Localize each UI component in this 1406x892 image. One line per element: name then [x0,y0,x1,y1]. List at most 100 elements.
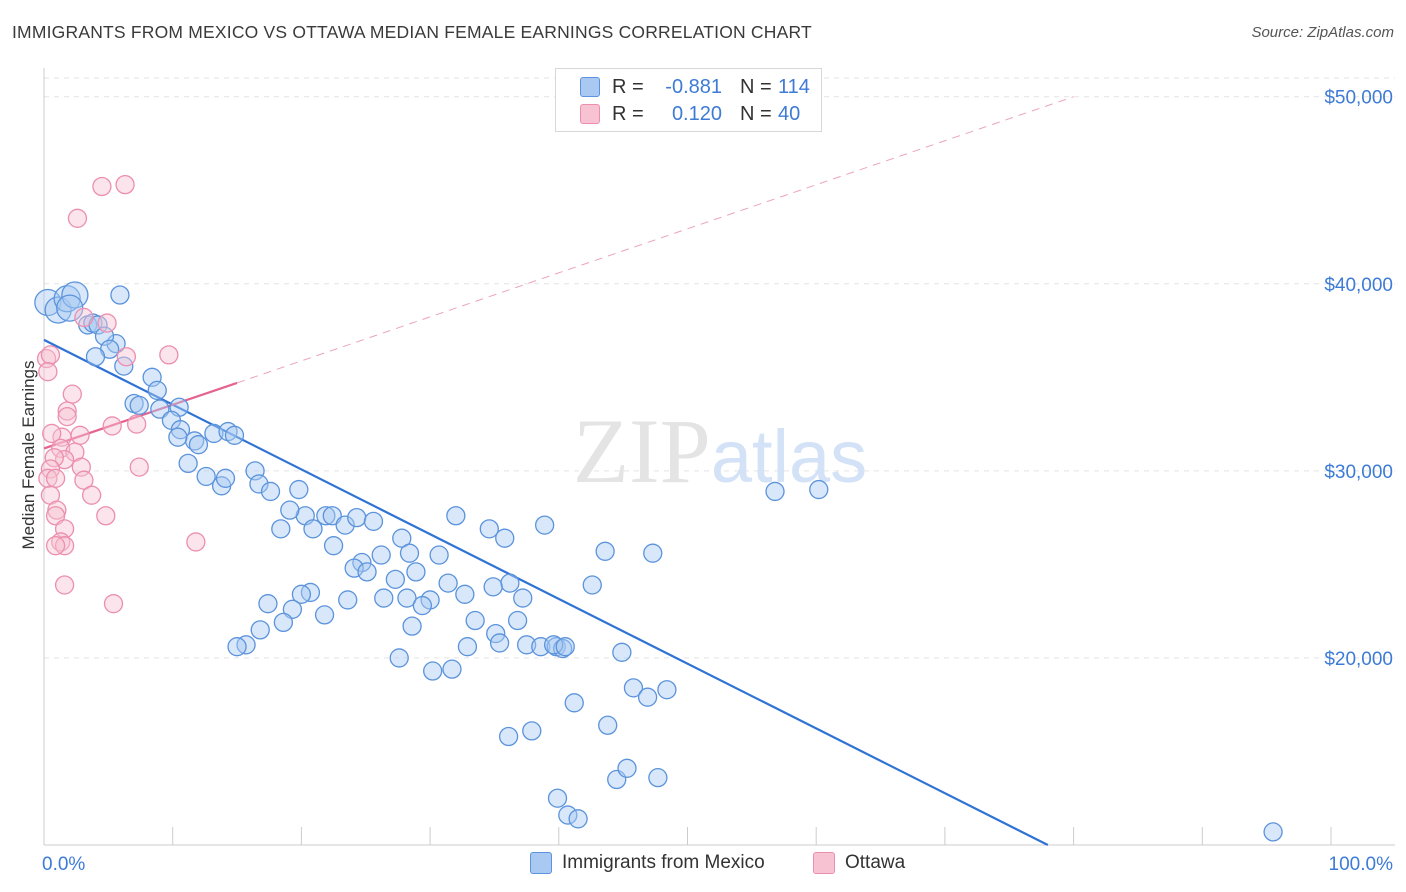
point-ottawa [42,423,62,444]
point-ottawa [96,506,116,526]
point-mexico [402,616,422,636]
point-mexico [558,805,578,825]
point-mexico [147,380,167,401]
point-mexico [465,610,485,631]
point-mexico [363,511,384,532]
point-ottawa [45,468,66,488]
point-mexico [483,577,503,597]
point-mexico [227,637,247,657]
point-mexico [582,575,602,595]
y-tick-label: $50,000 [1324,88,1393,109]
point-mexico [374,588,394,608]
point-mexico [316,506,336,526]
y-tick-label: $20,000 [1324,649,1393,670]
bottom-legend-ottawa: Ottawa [813,852,905,874]
point-mexico [168,427,188,447]
legend-swatch-pink [580,104,600,124]
point-mexico [282,599,303,619]
point-mexico [129,395,149,416]
point-mexico [516,635,537,655]
point-ottawa [70,425,90,445]
point-ottawa [74,307,94,328]
point-mexico [617,758,637,778]
x-tick-label: 0.0% [42,854,85,875]
point-mexico [110,285,130,305]
point-mexico [289,479,309,500]
point-ottawa [57,401,77,421]
y-tick-label: $30,000 [1324,462,1393,483]
legend-label-mexico: Immigrants from Mexico [562,852,765,873]
point-ottawa [97,313,117,333]
point-mexico [280,500,300,520]
legend-n-value: 114 [778,75,810,98]
point-mexico [389,648,409,668]
legend-r-value: 0.120 [671,102,722,125]
legend-swatch-blue [580,77,600,97]
point-mexico [623,678,644,698]
point-mexico [442,659,462,679]
point-mexico [1263,822,1283,842]
legend-row-ottawa: R = 0.120 N = 40 [580,100,800,128]
y-axis-title: Median Female Earnings [19,361,38,550]
point-ottawa [81,485,102,505]
point-mexico [429,545,449,565]
point-mexico [371,545,391,565]
watermark-atlas: atlas [711,415,867,498]
point-mexico [486,623,506,644]
point-mexico [423,661,443,681]
point-mexico [258,594,278,614]
point-mexico [564,693,584,713]
point-ottawa [38,468,58,488]
point-mexico [85,347,106,367]
point-ottawa [40,345,61,365]
point-mexico [568,809,588,829]
point-mexico [495,528,515,548]
point-mexico [335,515,355,535]
point-mexico [489,633,510,653]
trend-line-ottawa-extension [236,96,1074,384]
point-mexico [500,573,520,593]
point-mexico [637,687,658,707]
legend-swatch-pink [813,852,835,874]
legend-n-label: N = [740,102,772,125]
axes [43,68,1395,846]
legend-swatch-blue [530,852,552,874]
point-mexico [392,528,412,548]
point-ottawa [57,406,77,427]
point-ottawa [129,457,149,477]
point-mexico [250,620,270,640]
point-mexico [547,788,568,808]
point-mexico [809,479,829,500]
correlation-legend: R = -0.881 N = 114 R = 0.120 N = 40 [555,68,822,132]
watermark: ZIPatlas [573,400,867,502]
legend-label-ottawa: Ottawa [845,852,906,873]
point-mexico [178,453,198,474]
point-ottawa [92,176,112,197]
legend-r-label: R = [612,102,644,125]
point-ottawa [74,470,94,490]
point-mexico [534,515,555,535]
point-ottawa [102,416,122,436]
point-ottawa [186,532,206,552]
point-ottawa [115,174,135,195]
point-mexico [648,768,668,788]
chart-title: IMMIGRANTS FROM MEXICO VS OTTAWA MEDIAN … [12,22,812,42]
point-mexico [498,726,519,747]
point-mexico [457,637,478,657]
point-mexico [215,468,236,488]
point-mexico [598,715,618,735]
point-mexico [507,610,528,631]
point-mexico [260,481,281,502]
point-mexico [406,562,426,582]
legend-r-value: -0.881 [665,75,722,98]
point-mexico [397,588,417,608]
point-ottawa [51,438,71,459]
point-mexico [249,474,269,494]
point-mexico [291,584,312,604]
point-mexico [455,584,475,604]
legend-n-value: 40 [778,102,801,125]
legend-row-mexico: R = -0.881 N = 114 [580,73,810,101]
point-ottawa [62,384,82,404]
point-ottawa [67,208,88,228]
